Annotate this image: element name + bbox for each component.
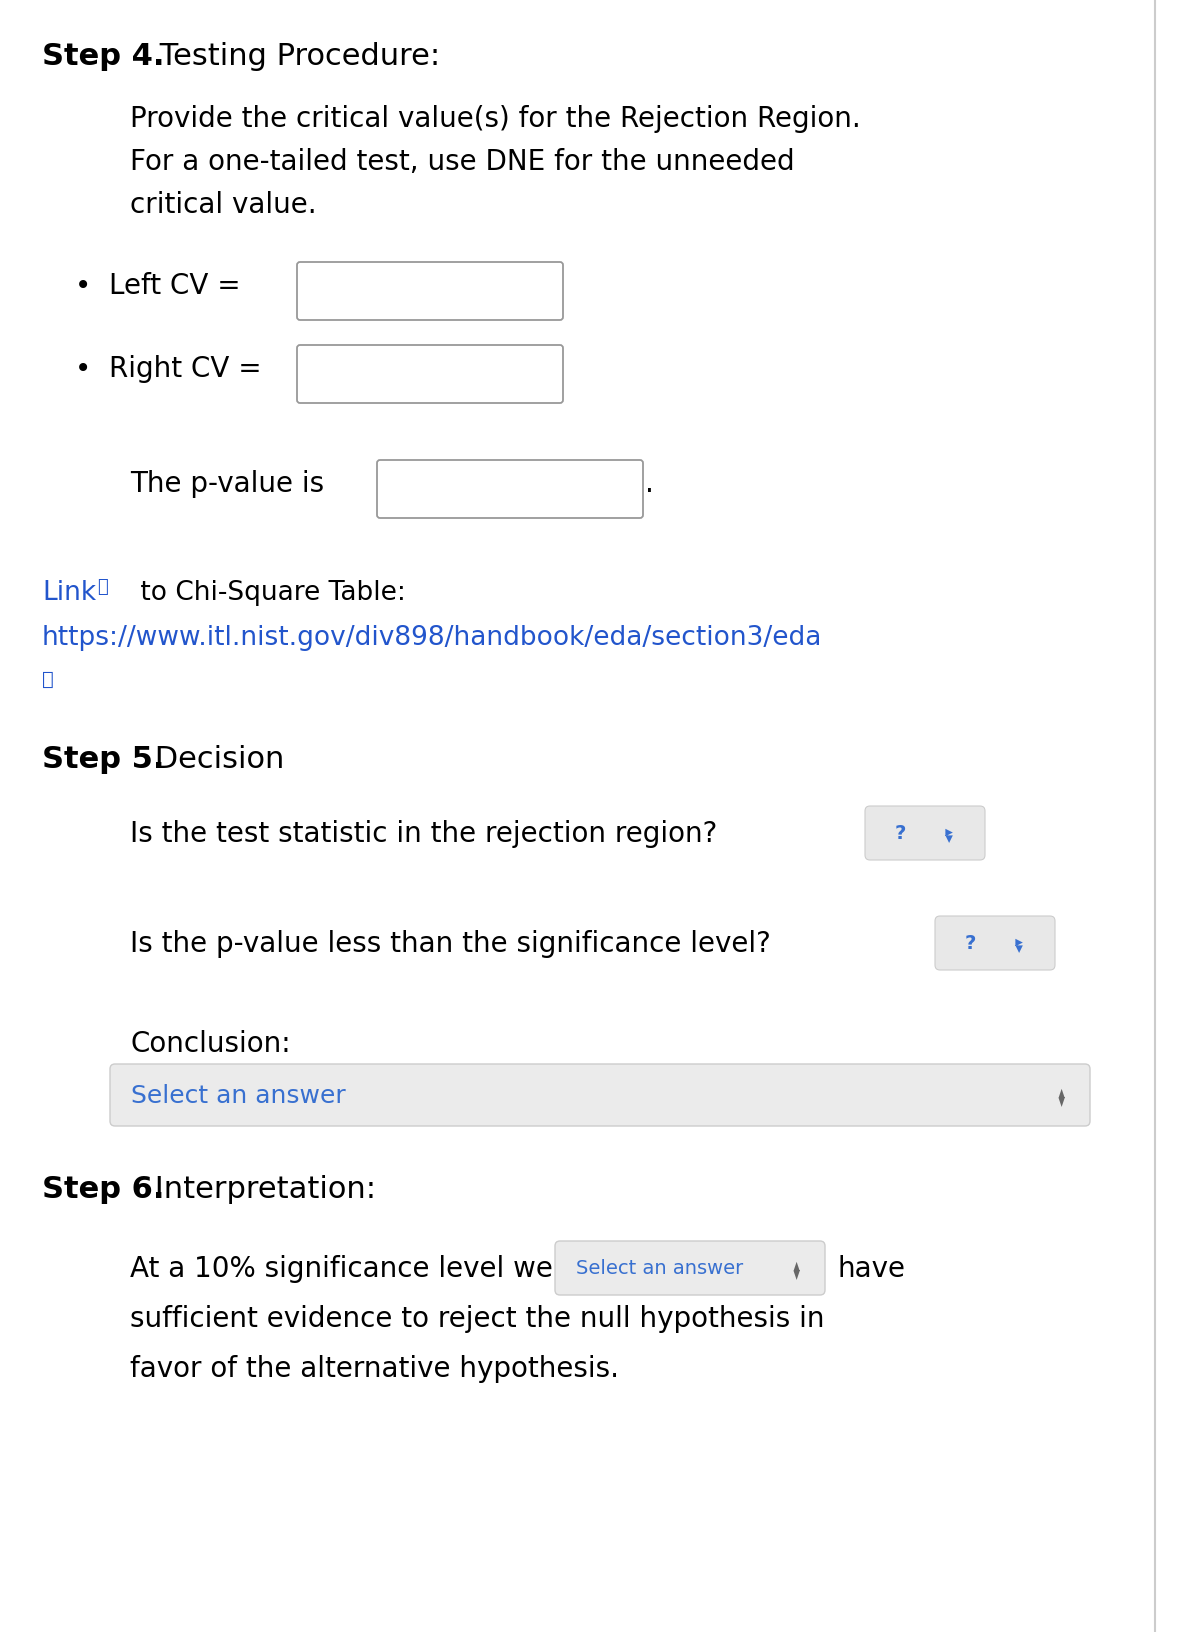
FancyBboxPatch shape bbox=[935, 917, 1055, 971]
Text: favor of the alternative hypothesis.: favor of the alternative hypothesis. bbox=[130, 1355, 619, 1382]
Text: ◂▾: ◂▾ bbox=[942, 826, 956, 840]
Text: have: have bbox=[838, 1255, 906, 1283]
Text: critical value.: critical value. bbox=[130, 191, 317, 219]
Text: Step 5.: Step 5. bbox=[42, 744, 164, 774]
Text: For a one-tailed test, use DNE for the unneeded: For a one-tailed test, use DNE for the u… bbox=[130, 149, 794, 176]
Text: ◂▾: ◂▾ bbox=[1012, 935, 1027, 951]
FancyBboxPatch shape bbox=[110, 1064, 1090, 1126]
FancyBboxPatch shape bbox=[298, 263, 563, 322]
Text: Step 6.: Step 6. bbox=[42, 1175, 164, 1203]
Text: Interpretation:: Interpretation: bbox=[145, 1175, 376, 1203]
FancyBboxPatch shape bbox=[554, 1242, 826, 1296]
Text: Conclusion:: Conclusion: bbox=[130, 1030, 290, 1058]
Text: sufficient evidence to reject the null hypothesis in: sufficient evidence to reject the null h… bbox=[130, 1304, 824, 1332]
FancyBboxPatch shape bbox=[298, 346, 563, 403]
Text: Select an answer: Select an answer bbox=[131, 1084, 346, 1108]
Text: •  Right CV =: • Right CV = bbox=[74, 354, 262, 384]
Text: Step 4.: Step 4. bbox=[42, 42, 164, 70]
Text: Select an answer: Select an answer bbox=[576, 1258, 743, 1278]
Text: •  Left CV =: • Left CV = bbox=[74, 273, 241, 300]
Text: Testing Procedure:: Testing Procedure: bbox=[150, 42, 440, 70]
Text: Link: Link bbox=[42, 579, 96, 605]
Text: The p-value is: The p-value is bbox=[130, 470, 324, 498]
Text: ◄►: ◄► bbox=[792, 1258, 804, 1278]
Text: Decision: Decision bbox=[145, 744, 284, 774]
Text: .: . bbox=[646, 470, 654, 498]
Text: Provide the critical value(s) for the Rejection Region.: Provide the critical value(s) for the Re… bbox=[130, 104, 860, 132]
Text: ◄►: ◄► bbox=[1056, 1085, 1069, 1105]
Text: https://www.itl.nist.gov/div898/handbook/eda/section3/eda: https://www.itl.nist.gov/div898/handbook… bbox=[42, 625, 822, 651]
Text: ?: ? bbox=[895, 824, 906, 844]
FancyBboxPatch shape bbox=[377, 460, 643, 519]
Text: to Chi-Square Table:: to Chi-Square Table: bbox=[132, 579, 406, 605]
Text: Is the test statistic in the rejection region?: Is the test statistic in the rejection r… bbox=[130, 819, 718, 847]
Text: ?: ? bbox=[965, 934, 977, 953]
Text: ⧉: ⧉ bbox=[42, 669, 54, 689]
Text: ⧉: ⧉ bbox=[97, 578, 108, 596]
Text: At a 10% significance level we: At a 10% significance level we bbox=[130, 1255, 553, 1283]
FancyBboxPatch shape bbox=[865, 806, 985, 860]
Text: Is the p-value less than the significance level?: Is the p-value less than the significanc… bbox=[130, 930, 770, 958]
